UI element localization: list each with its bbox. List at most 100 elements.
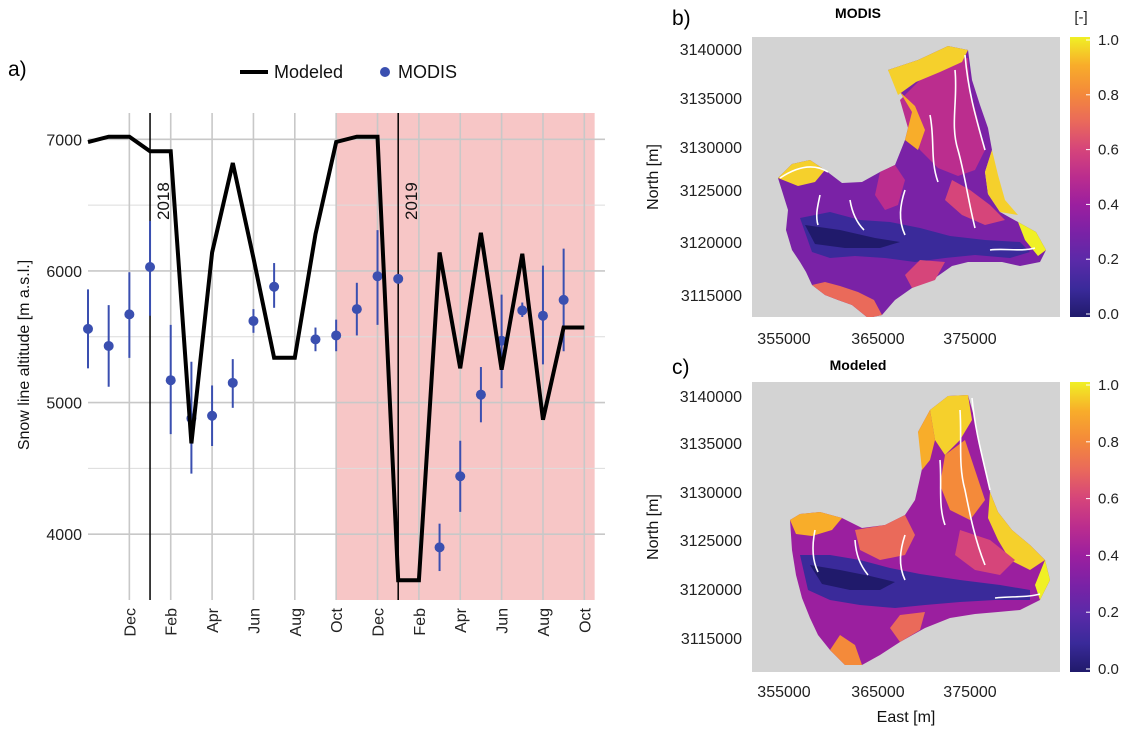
map-x-tick: 365000: [851, 331, 904, 348]
colorbar-tick-label: 0.0: [1098, 661, 1119, 678]
catchment-raster: [790, 395, 1050, 665]
y-tick-label: 5000: [46, 396, 82, 413]
map-b-y-ticks: 3115000 3120000 3125000 3130000 3135000 31400…: [680, 42, 742, 305]
modis-point: [269, 281, 280, 292]
modis-point: [434, 542, 445, 553]
colorbar-b-ticks: 1.0 0.8 0.6 0.4 0.2 0.0: [1086, 32, 1119, 323]
modis-point: [165, 375, 176, 386]
modeled-map: c) Modeled: [645, 356, 1119, 726]
catchment-raster: [778, 46, 1046, 317]
y-tick-label: 6000: [46, 264, 82, 281]
x-tick-label: Feb: [412, 608, 429, 636]
map-y-tick: 3120000: [680, 235, 742, 252]
modeled-series: [87, 134, 585, 583]
map-x-tick: 375000: [943, 684, 996, 701]
snowline-chart: a) Modeled MODIS 4000 5000 6000 7000 Dec Feb…: [8, 58, 605, 636]
map-y-tick: 3140000: [680, 389, 742, 406]
modis-point: [207, 410, 218, 421]
map-y-tick: 3120000: [680, 582, 742, 599]
map-c-y-ticks: 3115000 3120000 3125000 3130000 3135000 31400…: [680, 389, 742, 648]
year-marker-label: 2019: [402, 182, 421, 220]
map-c-x-title: East [m]: [877, 709, 936, 726]
x-tick-label: Jun: [246, 608, 263, 634]
panel-label-a: a): [8, 58, 27, 81]
modis-map: b) MODIS: [645, 5, 1119, 348]
modis-point: [372, 271, 383, 282]
x-tick-label: Apr: [453, 607, 470, 633]
colorbar-tick-label: 0.6: [1098, 142, 1119, 159]
map-y-tick: 3130000: [680, 485, 742, 502]
legend-label-modis: MODIS: [398, 62, 457, 82]
map-c-x-ticks: 355000 365000 375000: [757, 684, 996, 701]
modeled-line: [87, 134, 585, 583]
y-tick-labels: 4000 5000 6000 7000: [46, 132, 82, 544]
modis-point: [310, 334, 321, 345]
map-y-tick: 3125000: [680, 183, 742, 200]
map-title-modis: MODIS: [835, 5, 881, 21]
map-b-y-title: North [m]: [645, 144, 662, 210]
x-tick-label: Oct: [577, 607, 594, 632]
x-tick-label: Aug: [536, 608, 553, 636]
modis-point: [331, 330, 342, 341]
modis-point: [145, 261, 156, 272]
year-markers: 2018 2019: [149, 113, 421, 600]
colorbar-tick-label: 0.4: [1098, 547, 1119, 564]
map-x-tick: 355000: [757, 331, 810, 348]
map-b-x-ticks: 355000 365000 375000: [757, 331, 996, 348]
x-tick-label: Dec: [371, 608, 388, 636]
panel-label-c: c): [672, 356, 690, 379]
colorbar-tick-label: 0.2: [1098, 604, 1119, 621]
modis-point: [227, 377, 238, 388]
modis-point: [248, 315, 259, 326]
colorbar-unit: [-]: [1074, 9, 1087, 26]
colorbar-c-ticks: 1.0 0.8 0.6 0.4 0.2 0.0: [1086, 377, 1119, 678]
legend-label-modeled: Modeled: [274, 62, 343, 82]
modis-point: [475, 389, 486, 400]
modis-point: [103, 340, 114, 351]
map-title-modeled: Modeled: [830, 357, 887, 373]
x-tick-label: Oct: [329, 607, 346, 632]
x-tick-label: Jun: [495, 608, 512, 634]
y-tick-label: 4000: [46, 527, 82, 544]
colorbar-tick-label: 0.8: [1098, 87, 1119, 104]
modis-point: [351, 304, 362, 315]
colorbar-c: [1070, 382, 1090, 672]
colorbar-tick-label: 0.2: [1098, 251, 1119, 268]
legend-dot-modis: [380, 67, 390, 77]
modis-point: [558, 294, 569, 305]
modis-point: [517, 305, 528, 316]
colorbar-b: [1070, 37, 1090, 317]
y-axis-title: Snow line altitude [m a.s.l.]: [16, 260, 33, 450]
map-y-tick: 3130000: [680, 140, 742, 157]
modis-point: [83, 323, 93, 334]
colorbar-tick-label: 1.0: [1098, 377, 1119, 394]
map-y-tick: 3125000: [680, 533, 742, 550]
x-tick-label: Aug: [288, 608, 305, 636]
colorbar-tick-label: 0.8: [1098, 434, 1119, 451]
modis-point: [537, 310, 548, 321]
x-tick-label: Dec: [122, 608, 139, 636]
modis-point: [124, 309, 135, 320]
map-y-tick: 3135000: [680, 436, 742, 453]
colorbar-tick-label: 0.4: [1098, 196, 1119, 213]
map-y-tick: 3135000: [680, 91, 742, 108]
modis-point: [455, 471, 466, 482]
colorbar-tick-label: 1.0: [1098, 32, 1119, 49]
map-y-tick: 3115000: [681, 288, 742, 305]
map-c-y-title: North [m]: [645, 494, 662, 560]
y-tick-label: 7000: [46, 132, 82, 149]
year-marker-label: 2018: [154, 182, 173, 220]
map-y-tick: 3115000: [681, 631, 742, 648]
colorbar-tick-label: 0.6: [1098, 491, 1119, 508]
map-x-tick: 365000: [851, 684, 904, 701]
modis-point: [393, 273, 404, 284]
colorbar-tick-label: 0.0: [1098, 306, 1119, 323]
map-x-tick: 355000: [757, 684, 810, 701]
map-y-tick: 3140000: [680, 42, 742, 59]
x-tick-label: Feb: [164, 608, 181, 636]
x-tick-labels: Dec Feb Apr Jun Aug Oct Dec Feb Apr Jun Aug Oct: [122, 607, 594, 636]
x-tick-label: Apr: [205, 607, 222, 633]
map-x-tick: 375000: [943, 331, 996, 348]
legend: Modeled MODIS: [240, 62, 457, 82]
